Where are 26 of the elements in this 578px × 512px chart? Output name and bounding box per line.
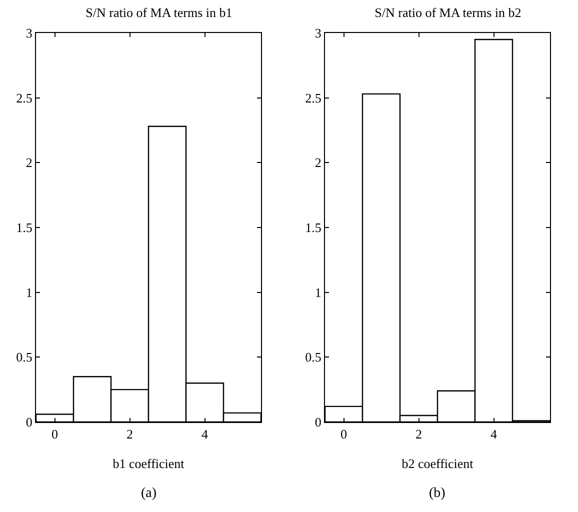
y-tick-label: 3 (26, 26, 32, 41)
x-tick-label: 4 (490, 426, 498, 442)
x-tick-label: 2 (126, 426, 133, 442)
y-tick-label: 2.5 (16, 90, 32, 106)
y-tick-label: 1.5 (16, 220, 32, 236)
y-tick-label: 1 (26, 284, 32, 300)
chart-title: S/N ratio of MA terms in b1 (86, 4, 232, 20)
y-tick-label: 3 (314, 26, 322, 41)
x-axis-title: b2 coefficient (402, 456, 474, 472)
x-tick-label: 0 (52, 426, 58, 442)
x-tick-label: 0 (340, 426, 347, 442)
x-tick-label: 4 (202, 426, 208, 442)
y-tick-label: 0 (26, 414, 32, 430)
y-tick-label: 2 (26, 155, 32, 170)
y-tick-label: 0.5 (305, 350, 322, 365)
y-tick-label: 1 (314, 284, 322, 300)
text: (a) (141, 486, 157, 501)
x-axis-title: b1 coefficient (112, 456, 185, 472)
y-tick-label: 2 (314, 155, 322, 170)
text: (b) (429, 486, 446, 501)
x-tick-label: 2 (416, 426, 422, 442)
chart-title: S/N ratio of MA terms in b2 (374, 4, 522, 20)
y-tick-label: 1.5 (305, 220, 322, 236)
y-tick-label: 2.5 (305, 90, 322, 106)
y-tick-label: 0 (314, 414, 322, 430)
y-tick-label: 0.5 (16, 350, 32, 365)
